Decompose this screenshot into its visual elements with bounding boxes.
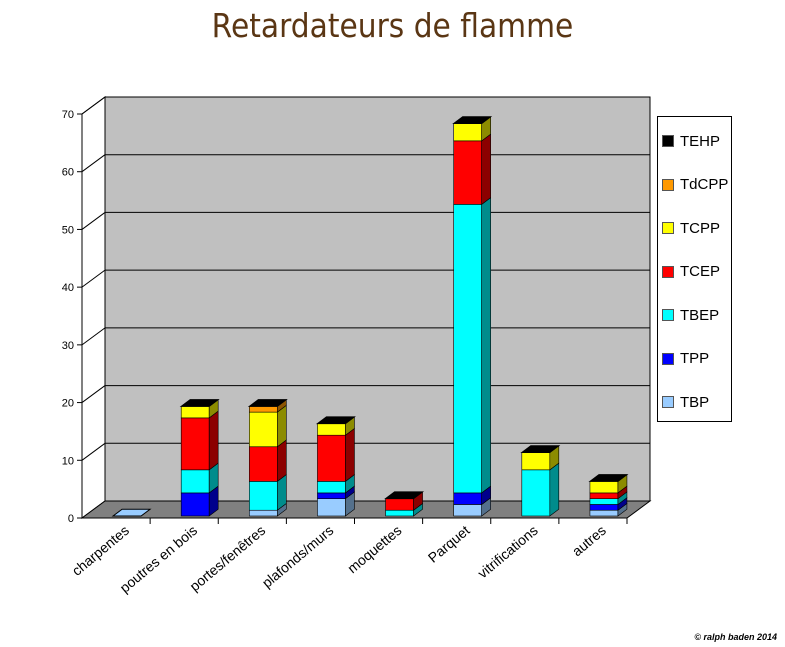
legend-item-TdCPP: TdCPP	[662, 175, 728, 195]
legend-swatch	[662, 135, 674, 147]
bar-segment-TCPP	[180, 406, 210, 419]
legend-swatch	[662, 352, 674, 365]
bar-segment-TBEP	[589, 498, 619, 505]
y-tick-label: 20	[62, 398, 74, 410]
bar-segment-TCPP	[249, 411, 278, 448]
bar-segment-TCEP	[180, 417, 210, 471]
bar-side-TBEP	[481, 196, 491, 494]
gridline-side	[81, 327, 106, 346]
chart-walls	[80, 96, 652, 519]
y-tick-label: 40	[62, 282, 74, 294]
bar-segment-TBEP	[180, 469, 210, 494]
bar-segment-TBEP	[249, 481, 278, 511]
bar-segment-TPP	[589, 504, 619, 511]
bar-segment-TCPP	[453, 123, 482, 142]
gridline-side	[81, 385, 106, 403]
bar-top	[384, 491, 425, 500]
legend-label: TCPP	[680, 219, 721, 237]
gridline-side	[81, 269, 106, 288]
bar-segment-TBP	[453, 504, 482, 517]
legend-swatch	[662, 178, 674, 191]
chart-legend: TEHP TdCPP TCPP TCEP TBEP TPP TBP	[657, 116, 732, 422]
gridline-side	[81, 96, 106, 115]
gridline-side	[81, 442, 106, 461]
bar-segment-TPP	[180, 492, 210, 517]
bar-side-TCEP	[277, 439, 287, 482]
bar-segment-TCEP	[249, 446, 278, 482]
bar-side-TBEP	[549, 462, 560, 517]
legend-swatch	[662, 396, 674, 408]
bar-side-TCEP	[481, 133, 491, 205]
y-tick-label: 60	[62, 167, 74, 179]
bar-top	[452, 116, 493, 125]
legend-swatch	[662, 222, 674, 234]
bar-segment-TPP	[453, 492, 482, 505]
legend-item-TCEP: TCEP	[662, 262, 720, 282]
bar-segment-TdCPP	[249, 406, 278, 413]
legend-item-TPP: TPP	[662, 349, 709, 369]
chart-title: Retardateurs de flamme	[211, 6, 574, 45]
bar-segment-TCEP	[385, 498, 414, 511]
legend-item-TBEP: TBEP	[662, 305, 719, 325]
legend-label: TPP	[680, 350, 710, 367]
bar-segment-empty-0	[111, 508, 152, 517]
bar-top	[247, 399, 288, 407]
y-tick-label: 10	[62, 455, 74, 467]
bar-top	[588, 474, 629, 482]
bar-segment-TBEP	[521, 469, 551, 517]
legend-label: TCEP	[680, 263, 721, 280]
bar-segment-TCEP	[317, 434, 346, 482]
bar-segment-TBEP	[317, 481, 346, 494]
legend-item-TEHP: TEHP	[662, 131, 720, 151]
legend-label: TEHP	[680, 132, 721, 150]
legend-label: TBEP	[680, 306, 720, 324]
x-tick-label: charpentes	[69, 522, 132, 579]
bar-top	[179, 399, 220, 407]
x-tick-label: autres	[569, 522, 609, 559]
bar-segment-TCEP	[589, 492, 619, 499]
gridline-side	[81, 212, 106, 230]
bar-side-TCEP	[345, 427, 355, 482]
bar-segment-TCEP	[453, 140, 482, 205]
x-tick-label: Parquet	[425, 522, 473, 566]
floor	[80, 500, 652, 519]
bar-side-TCEP	[208, 410, 219, 471]
bar-side-TCPP	[277, 404, 287, 448]
gridline-side	[81, 154, 106, 173]
bar-segment-TBP	[249, 509, 278, 517]
bar-segment-TBEP	[385, 509, 414, 517]
bar-top	[315, 416, 356, 425]
x-tick-label: vitrifications	[474, 522, 540, 581]
legend-item-TCPP: TCPP	[662, 218, 720, 238]
copyright-credit: © ralph baden 2014	[694, 632, 777, 642]
legend-swatch	[662, 309, 674, 321]
y-tick-label: 30	[62, 340, 74, 352]
side-wall	[81, 96, 106, 519]
bar-segment-TCPP	[317, 423, 346, 436]
bar-segment-TCPP	[589, 481, 619, 494]
bar-segment-TCPP	[521, 452, 551, 471]
legend-label: TdCPP	[680, 176, 729, 193]
bar-segment-TBEP	[453, 204, 482, 494]
bar-segment-TPP	[317, 492, 346, 499]
bar-segment-TBP	[317, 498, 346, 517]
x-tick-label: moquettes	[344, 522, 404, 576]
bar-segment-TBP	[589, 509, 619, 517]
bar-top	[520, 445, 561, 454]
legend-item-TBP: TBP	[662, 392, 709, 412]
chart-bars	[111, 116, 629, 517]
legend-label: TBP	[680, 393, 710, 411]
x-tick-label: plafonds/murs	[259, 522, 337, 591]
legend-swatch	[662, 265, 674, 278]
y-tick-label: 0	[68, 513, 74, 525]
y-tick-label: 70	[62, 109, 74, 121]
chart-axes	[77, 113, 628, 524]
y-tick-label: 50	[62, 224, 74, 236]
